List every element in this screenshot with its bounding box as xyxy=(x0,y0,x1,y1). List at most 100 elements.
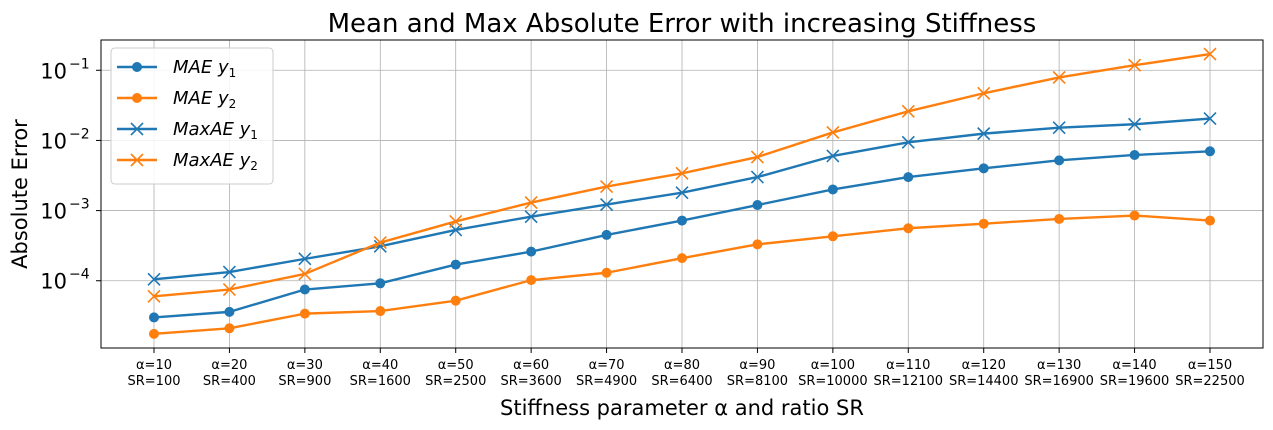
y-tick-exponent: −4 xyxy=(69,267,90,283)
data-point xyxy=(827,231,838,242)
data-point xyxy=(298,252,312,266)
x-tick-label-sr: SR=16900 xyxy=(1024,374,1094,389)
x-tick-label-sr: SR=6400 xyxy=(651,374,712,389)
x-tick-label-alpha: α=10 xyxy=(136,358,172,373)
legend-marker xyxy=(130,153,144,167)
legend-marker xyxy=(132,62,142,72)
legend-label: MAE y2 xyxy=(173,88,236,111)
x-tick-label-alpha: α=120 xyxy=(962,358,1006,373)
data-point xyxy=(752,239,763,250)
data-point xyxy=(526,275,537,286)
data-point xyxy=(901,135,915,149)
data-point xyxy=(375,278,386,289)
x-tick-label-alpha: α=40 xyxy=(362,358,398,373)
data-point xyxy=(1128,58,1142,72)
x-tick-label-alpha: α=60 xyxy=(513,358,549,373)
data-point xyxy=(677,253,687,264)
y-tick-exponent: −1 xyxy=(69,56,90,72)
data-point xyxy=(601,229,612,240)
x-tick-label-sr: SR=19600 xyxy=(1100,374,1170,389)
legend-item: MaxAE y2 xyxy=(117,150,258,173)
x-tick-label-alpha: α=20 xyxy=(211,358,247,373)
series-layer xyxy=(147,47,1217,339)
data-point xyxy=(901,104,915,118)
data-point xyxy=(600,197,614,212)
y-axis-label: Absolute Error xyxy=(8,119,32,269)
data-point xyxy=(1128,117,1142,131)
legend-item: MAE y1 xyxy=(117,57,236,80)
legend-label: MaxAE y1 xyxy=(173,119,258,142)
x-tick-label-sr: SR=100 xyxy=(128,374,181,389)
series-mae-y1 xyxy=(149,146,1215,323)
x-tick-label-alpha: α=90 xyxy=(739,358,775,373)
x-tick-label-alpha: α=140 xyxy=(1112,358,1156,373)
legend-item: MaxAE y1 xyxy=(117,119,258,142)
data-point xyxy=(375,306,386,317)
x-tick-label-alpha: α=150 xyxy=(1188,358,1232,373)
data-point xyxy=(826,125,840,139)
data-point xyxy=(1203,111,1217,126)
data-point xyxy=(524,210,538,224)
legend-label: MaxAE y2 xyxy=(173,150,258,173)
data-point xyxy=(677,215,687,226)
x-axis-label: Stiffness parameter α and ratio SR xyxy=(500,396,864,420)
x-tick-label-alpha: α=50 xyxy=(438,358,474,373)
data-point xyxy=(222,265,236,279)
legend-label: MAE y1 xyxy=(173,57,236,80)
data-point xyxy=(449,214,463,229)
y-tick-exponent: −2 xyxy=(69,126,90,142)
data-point xyxy=(1052,121,1066,135)
data-point xyxy=(147,289,161,303)
data-point xyxy=(752,200,763,211)
x-tick-label-sr: SR=400 xyxy=(203,374,256,389)
x-tick-label-sr: SR=3600 xyxy=(501,374,562,389)
data-point xyxy=(298,267,312,281)
series-mae-y2 xyxy=(149,210,1215,339)
x-tick-label-sr: SR=22500 xyxy=(1175,374,1245,389)
data-point xyxy=(601,267,612,278)
data-point xyxy=(750,170,764,184)
data-point xyxy=(903,223,914,234)
data-point xyxy=(1129,149,1140,160)
x-tick-label-sr: SR=2500 xyxy=(425,374,486,389)
data-point xyxy=(750,150,764,164)
data-point xyxy=(299,308,310,319)
data-point xyxy=(826,149,840,163)
data-point xyxy=(1052,70,1066,85)
data-point xyxy=(675,186,689,200)
data-point xyxy=(526,246,537,257)
data-point xyxy=(373,236,387,250)
legend-marker xyxy=(130,122,144,136)
data-point xyxy=(450,295,461,306)
x-tick-label-sr: SR=12100 xyxy=(874,374,944,389)
x-tick-label-alpha: α=130 xyxy=(1037,358,1081,373)
data-point xyxy=(149,328,159,339)
x-tick-label-sr: SR=1600 xyxy=(350,374,411,389)
legend-box xyxy=(110,47,274,185)
data-point xyxy=(524,196,538,210)
data-point xyxy=(675,166,689,180)
x-tick-label-sr: SR=4900 xyxy=(576,374,637,389)
data-point xyxy=(1205,146,1215,157)
legend: MAE y1 MAE y2 MaxAE y1 MaxAE y2 xyxy=(110,47,274,185)
x-tick-label-sr: SR=10000 xyxy=(798,374,868,389)
data-point xyxy=(977,86,991,100)
data-point xyxy=(1054,213,1065,224)
data-point xyxy=(600,179,614,194)
data-point xyxy=(450,259,461,270)
y-tick-label: 10 xyxy=(40,59,67,83)
data-point xyxy=(977,127,991,141)
data-point xyxy=(147,272,161,286)
data-point xyxy=(1054,155,1065,166)
data-point xyxy=(222,282,236,297)
y-tick-exponent: −3 xyxy=(69,197,90,213)
data-point xyxy=(1203,47,1217,61)
data-point xyxy=(1205,215,1215,226)
x-tick-label-alpha: α=30 xyxy=(287,358,323,373)
legend-item: MAE y2 xyxy=(117,88,236,111)
data-point xyxy=(978,218,989,229)
x-tick-label-alpha: α=100 xyxy=(811,358,855,373)
data-point xyxy=(149,312,159,323)
